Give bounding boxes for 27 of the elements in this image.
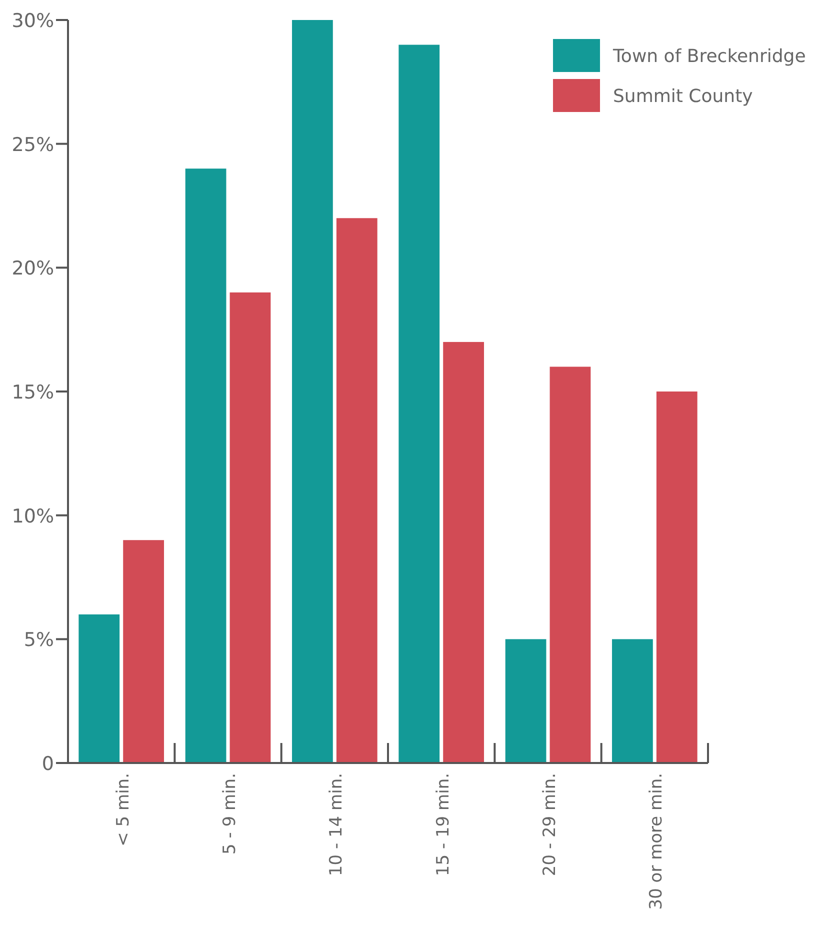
- bar: [336, 218, 378, 763]
- bar: [398, 44, 440, 763]
- legend-label: Summit County: [613, 86, 754, 107]
- y-tick-label: 10%: [12, 505, 54, 528]
- bar: [292, 20, 333, 763]
- x-tick-label: 15 - 19 min.: [433, 773, 454, 876]
- y-tick-label: 0: [42, 753, 54, 775]
- bar: [612, 639, 653, 763]
- y-tick-label: 20%: [12, 258, 54, 280]
- x-tick-label: 20 - 29 min.: [540, 773, 560, 876]
- bar: [550, 366, 591, 763]
- x-tick-label: 10 - 14 min.: [326, 773, 347, 876]
- legend-label: Town of Breckenridge: [612, 46, 806, 67]
- bar: [230, 292, 271, 763]
- y-tick-label: 15%: [12, 382, 54, 404]
- bar: [505, 639, 546, 763]
- x-tick-label: < 5 min.: [113, 773, 134, 846]
- y-tick-label: 30%: [12, 10, 54, 32]
- x-tick-label: 5 - 9 min.: [220, 773, 240, 854]
- y-tick-label: 25%: [12, 134, 54, 156]
- y-tick-label: 5%: [24, 629, 54, 652]
- bar: [443, 342, 484, 763]
- bar: [185, 168, 226, 763]
- bar: [78, 614, 120, 763]
- x-tick-label: 30 or more min.: [646, 773, 667, 910]
- bar: [123, 540, 164, 763]
- bar: [656, 392, 698, 763]
